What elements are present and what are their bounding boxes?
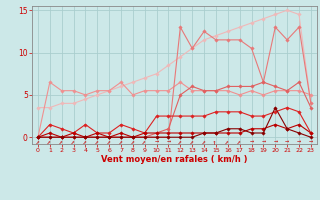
Text: →: →: [82, 139, 89, 146]
X-axis label: Vent moyen/en rafales ( km/h ): Vent moyen/en rafales ( km/h ): [101, 155, 248, 164]
Text: →: →: [94, 139, 100, 146]
Text: →: →: [236, 139, 243, 146]
Text: →: →: [118, 139, 124, 146]
Text: →: →: [225, 139, 231, 146]
Text: →: →: [106, 139, 112, 146]
Text: →: →: [130, 139, 136, 146]
Text: →: →: [166, 140, 171, 145]
Text: →: →: [261, 140, 266, 145]
Text: →: →: [273, 140, 277, 145]
Text: →: →: [155, 140, 159, 145]
Text: →: →: [285, 140, 289, 145]
Text: →: →: [250, 140, 253, 145]
Text: →: →: [201, 139, 207, 146]
Text: →: →: [189, 139, 196, 146]
Text: →: →: [59, 139, 65, 146]
Text: →: →: [47, 139, 53, 146]
Text: →: →: [213, 140, 219, 144]
Text: →: →: [309, 140, 313, 145]
Text: →: →: [177, 139, 184, 146]
Text: →: →: [35, 139, 41, 146]
Text: →: →: [70, 139, 77, 146]
Text: →: →: [297, 140, 301, 145]
Text: →: →: [141, 139, 148, 146]
